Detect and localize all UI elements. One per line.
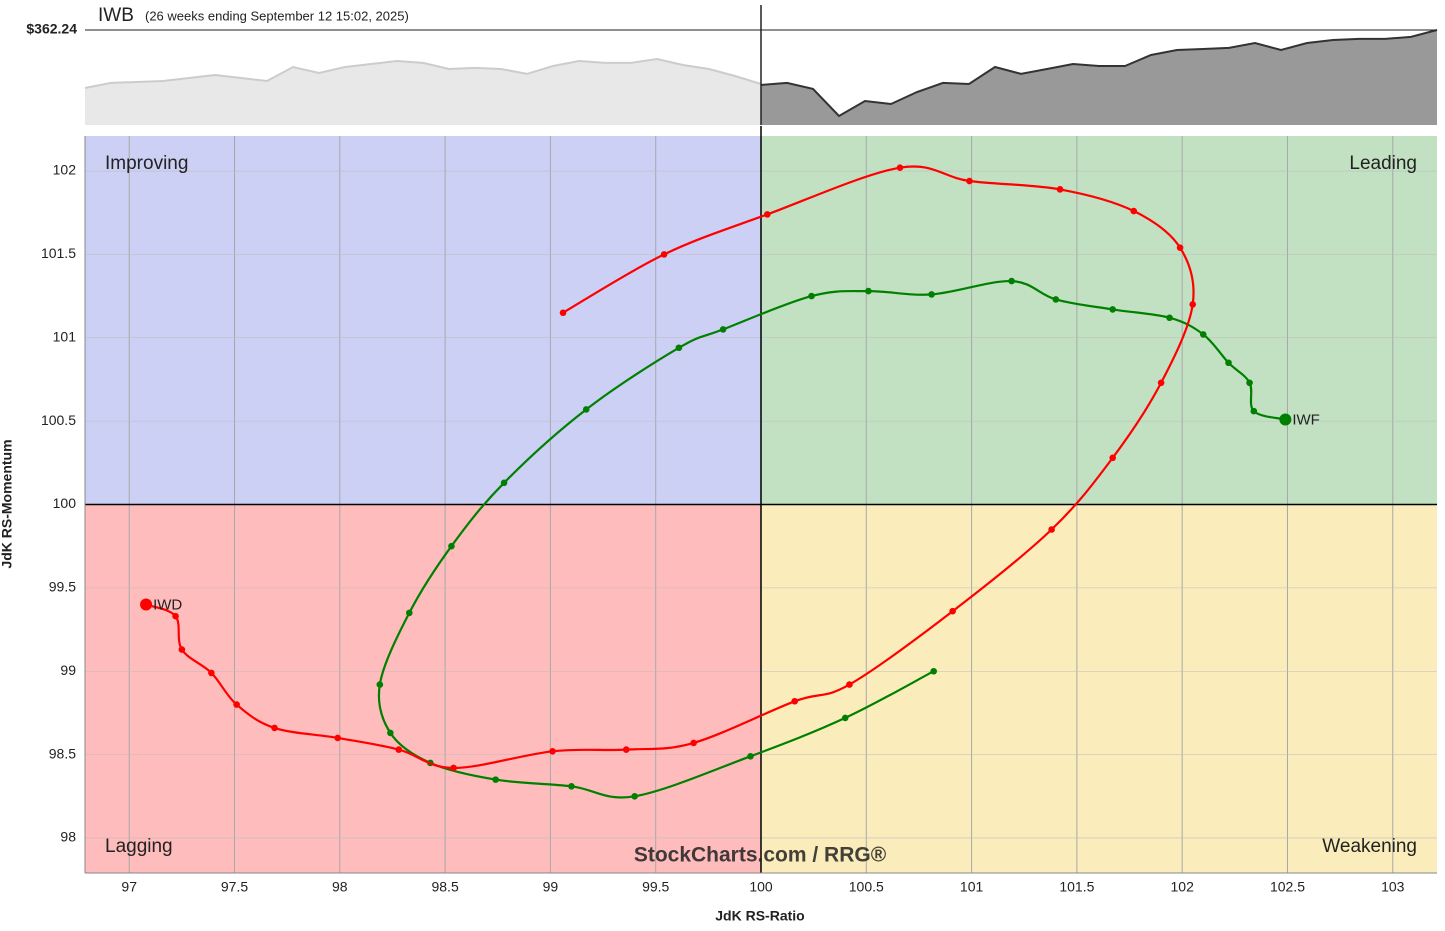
tail-point <box>1048 526 1055 533</box>
price-line <box>760 29 1438 118</box>
tail-point <box>764 211 771 218</box>
x-tick-label: 97.5 <box>221 879 248 895</box>
tail-point <box>271 724 278 732</box>
tail-point <box>172 612 179 620</box>
tail-point <box>966 177 973 185</box>
y-axis-label: JdK RS-Momentum <box>0 439 15 568</box>
tail-point <box>791 697 798 705</box>
tail-point <box>690 739 697 747</box>
area-fill <box>85 59 761 125</box>
tail-point <box>549 747 556 755</box>
x-tick-label: 98 <box>332 879 348 895</box>
y-tick-label: 98.5 <box>49 745 76 761</box>
y-tick-label: 101 <box>53 328 77 344</box>
tail-point <box>1008 277 1015 285</box>
quadrant-label: Weakening <box>1322 836 1417 857</box>
x-axis-label: JdK RS-Ratio <box>715 908 804 924</box>
tail-point <box>1109 454 1116 462</box>
tail-point <box>450 764 457 772</box>
tail-point <box>1189 301 1197 308</box>
y-tick-label: 98 <box>60 829 76 845</box>
quadrant <box>85 504 761 873</box>
quadrant-label: Improving <box>105 153 188 174</box>
x-tick-label: 102 <box>1171 879 1195 895</box>
tail-point <box>622 746 630 753</box>
x-tick-label: 100 <box>749 879 773 895</box>
tail-point <box>675 344 683 352</box>
x-tick-label: 100.5 <box>849 879 884 895</box>
x-tick-label: 101 <box>960 879 984 895</box>
x-tick-label: 101.5 <box>1059 879 1094 895</box>
tail-point <box>1130 207 1138 215</box>
tail-point <box>1250 407 1258 415</box>
y-tick-label: 100 <box>53 495 77 511</box>
tail-point <box>841 714 849 722</box>
watermark: StockCharts.com / RRG® <box>634 844 887 867</box>
quadrant <box>761 504 1437 873</box>
y-tick-label: 102 <box>53 162 77 178</box>
x-tick-label: 98.5 <box>431 879 458 895</box>
y-tick-label: 100.5 <box>41 412 76 428</box>
tail-point <box>582 406 590 413</box>
tail-point <box>1199 331 1207 338</box>
tail-point <box>1246 379 1253 387</box>
tail-point <box>559 309 567 317</box>
tail-point <box>928 291 935 298</box>
tail-point <box>500 479 508 487</box>
mini-subtitle: (26 weeks ending September 12 15:02, 202… <box>145 8 409 23</box>
tail-point <box>1157 379 1165 387</box>
mini-title: IWB <box>98 5 134 26</box>
tail-point <box>747 752 754 760</box>
tail-point <box>896 164 904 171</box>
tail-point <box>568 782 575 790</box>
tail-point <box>1166 314 1173 322</box>
series-label: IWD <box>153 597 182 614</box>
tail-point <box>631 792 638 800</box>
quadrant-label: Lagging <box>105 836 173 857</box>
x-tick-label: 103 <box>1381 879 1405 895</box>
quadrant <box>85 136 761 505</box>
tail-point <box>865 287 872 295</box>
x-tick-label: 99.5 <box>642 879 669 895</box>
price-line <box>84 57 762 89</box>
tail-point <box>406 609 413 617</box>
tail-point <box>395 746 403 753</box>
tail-point <box>660 251 668 258</box>
tail-point <box>1176 244 1184 252</box>
x-tick-label: 102.5 <box>1270 879 1305 895</box>
tail-point <box>233 701 240 708</box>
head-point <box>140 598 153 611</box>
tail-point <box>930 667 937 675</box>
price-label: $362.24 <box>26 21 77 37</box>
area-fill <box>761 30 1437 125</box>
tail-point <box>334 734 342 742</box>
head-point <box>1279 413 1292 426</box>
tail-point <box>178 646 186 653</box>
tail-point <box>448 542 455 550</box>
tail-point <box>719 326 727 333</box>
x-tick-label: 99 <box>543 879 559 895</box>
tail-point <box>808 292 815 300</box>
y-tick-label: 99.5 <box>49 579 76 595</box>
y-tick-label: 101.5 <box>41 245 76 261</box>
tail-line <box>377 279 1286 799</box>
tail-point <box>1052 296 1060 303</box>
quadrant-label: Leading <box>1349 153 1417 174</box>
tail-point <box>376 681 384 688</box>
y-tick-label: 99 <box>60 662 76 678</box>
tail-point <box>208 669 215 677</box>
tail-point <box>387 729 394 737</box>
tail-point <box>949 607 956 615</box>
series-label: IWF <box>1292 411 1320 428</box>
tail-point <box>846 681 853 688</box>
quadrant <box>761 136 1437 505</box>
x-tick-label: 97 <box>121 879 137 895</box>
tail-point <box>1056 186 1064 193</box>
tail-point <box>492 776 499 783</box>
tail-point <box>1225 359 1232 367</box>
tail-point <box>1109 306 1116 313</box>
